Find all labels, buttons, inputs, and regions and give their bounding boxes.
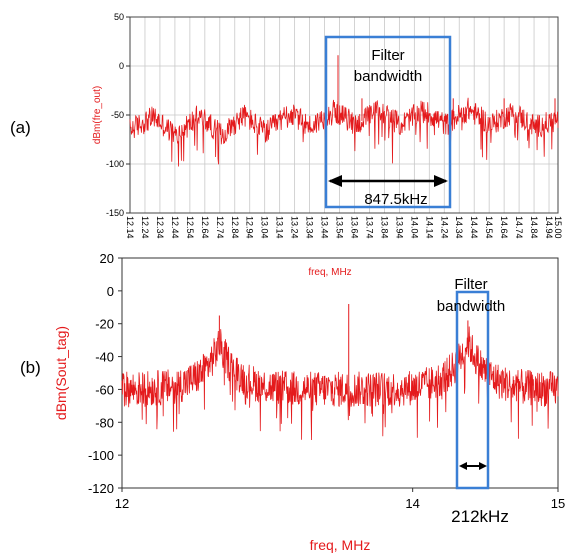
panel-a-x-tick-label: 14.24 — [439, 216, 449, 239]
panel-b-peaks — [218, 304, 469, 398]
panel-a-y-tick-label: -100 — [106, 159, 124, 169]
panel-a-x-tick-label: 14.94 — [544, 216, 554, 239]
panel-a-y-tick-label: 50 — [114, 12, 124, 22]
panel-b-label: (b) — [20, 358, 41, 377]
panel-b-y-tick-label: 20 — [100, 251, 114, 266]
panel-a-y-tick-label: 0 — [119, 61, 124, 71]
panel-a-x-tick-label: 12.74 — [215, 216, 225, 239]
panel-a-x-tick-label: 13.24 — [290, 216, 300, 239]
panel-a-y-axis-label: dBm(fre_out) — [92, 86, 103, 144]
panel-b-filter-box — [455, 290, 490, 490]
panel-a-y-tick-label: -150 — [106, 208, 124, 218]
panel-a-x-tick-label: 14.34 — [454, 216, 464, 239]
panel-a-x-tick-label: 14.14 — [424, 216, 434, 239]
panel-a-x-tick-label: 12.84 — [230, 216, 240, 239]
panel-b-series-line — [121, 326, 559, 441]
panel-a-x-tick-label: 12.14 — [125, 216, 135, 239]
panel-a-x-tick-label: 12.54 — [185, 216, 195, 239]
panel-a-grid — [130, 17, 558, 213]
panel-a-x-tick-label: 14.54 — [484, 216, 494, 239]
panel-b-filter-label-2: bandwidth — [437, 298, 505, 315]
panel-a-x-tick-label: 13.44 — [320, 216, 330, 239]
panel-a-x-tick-label: 14.74 — [514, 216, 524, 239]
panel-a-filter-box — [324, 35, 452, 209]
panel-b: (b) 20 0 -20 -40 -60 -80 -100 -120 12 14 15 dBm(S… — [20, 251, 565, 553]
panel-a-x-tick-label: 13.54 — [335, 216, 345, 239]
panel-a-x-tick-label: 14.84 — [529, 216, 539, 239]
panel-a-x-tick-label: 14.04 — [409, 216, 419, 239]
panel-a-y-ticks: 50 0 -50 -100 -150 — [106, 12, 130, 218]
panel-b-x-axis-label: freq, MHz — [310, 537, 371, 553]
panel-a-x-ticks: 12.14 12.24 12.34 12.44 12.54 12.64 12.74 12.84… — [125, 216, 563, 239]
panel-a-x-tick-label: 13.34 — [305, 216, 315, 239]
panel-b-y-tick-label: 0 — [107, 284, 114, 299]
panel-a-x-tick-label: 12.94 — [245, 216, 255, 239]
panel-b-y-tick-label: -100 — [88, 448, 114, 463]
panel-a-label: (a) — [10, 118, 31, 137]
panel-a-x-tick-label: 12.24 — [140, 216, 150, 239]
panel-a-x-tick-label: 12.64 — [200, 216, 210, 239]
panel-b-y-axis-label: dBm(Sout_tag) — [53, 326, 69, 420]
panel-a-x-tick-label: 13.64 — [349, 216, 359, 239]
panel-b-y-tick-label: -60 — [95, 382, 114, 397]
panel-b-marker-label: freq, MHz — [308, 267, 351, 278]
panel-a-x-tick-label: 14.44 — [469, 216, 479, 239]
panel-a-filter-label-1: Filter — [371, 47, 404, 64]
panel-b-filter-label-1: Filter — [454, 276, 487, 293]
panel-a-y-tick-label: -50 — [111, 110, 124, 120]
panel-a-series-line — [129, 97, 559, 167]
panel-b-y-tick-label: -80 — [95, 415, 114, 430]
panel-a: (a) 500-50-100-150 12.14 12.24 12.34 12.44 1… — [10, 12, 563, 239]
panel-a-span-label: 847.5kHz — [364, 191, 427, 208]
panel-b-x-ticks: 12 14 15 — [115, 488, 565, 511]
panel-b-span-arrow — [459, 462, 487, 470]
panel-a-x-tick-label: 13.74 — [364, 216, 374, 239]
panel-a-x-tick-label: 13.14 — [275, 216, 285, 239]
panel-b-y-tick-label: -40 — [95, 350, 114, 365]
panel-a-x-tick-label: 15.00 — [553, 216, 563, 239]
panel-a-x-tick-label: 13.94 — [394, 216, 404, 239]
panel-b-x-tick-label: 15 — [551, 496, 565, 511]
panel-a-x-tick-label: 13.84 — [379, 216, 389, 239]
panel-b-x-tick-label: 12 — [115, 496, 129, 511]
panel-b-y-tick-label: -20 — [95, 317, 114, 332]
panel-b-span-label: 212kHz — [451, 507, 509, 526]
panel-b-y-ticks: 20 0 -20 -40 -60 -80 -100 -120 — [88, 251, 122, 496]
panel-b-y-tick-label: -120 — [88, 481, 114, 496]
panel-a-filter-label-2: bandwidth — [354, 68, 422, 85]
panel-a-x-tick-label: 14.64 — [499, 216, 509, 239]
panel-a-span-arrow — [328, 175, 448, 187]
panel-a-x-tick-label: 13.04 — [260, 216, 270, 239]
panel-a-x-tick-label: 12.34 — [155, 216, 165, 239]
panel-a-x-tick-label: 12.44 — [170, 216, 180, 239]
panel-b-frame — [121, 257, 559, 489]
panel-b-x-tick-label: 14 — [405, 496, 419, 511]
panel-a-peaks — [337, 55, 556, 121]
